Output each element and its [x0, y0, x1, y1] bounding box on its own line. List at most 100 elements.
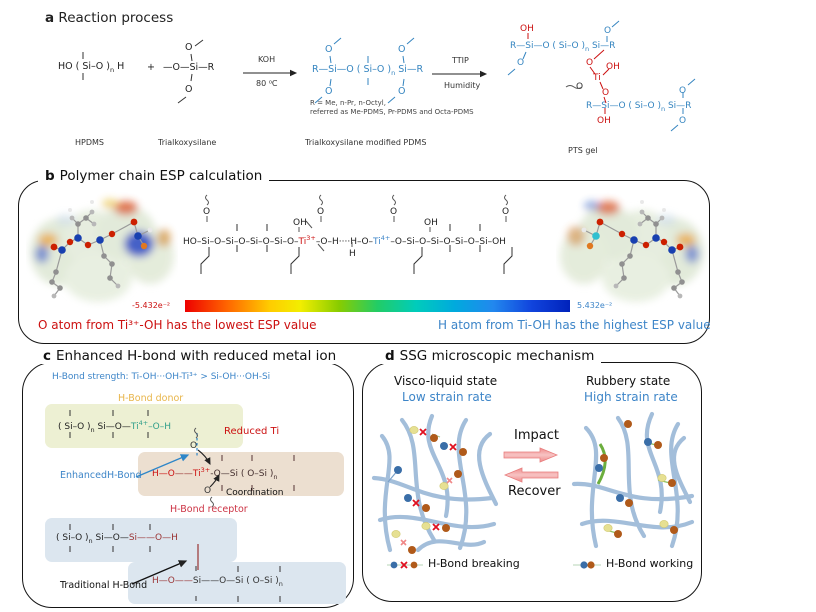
pts-row1-o1: O	[517, 58, 525, 68]
receptor-formula: H—O——Ti3+-O—Si ( O–Si )n	[152, 466, 278, 481]
panel-d-title: d SSG microscopic mechanism	[378, 348, 602, 364]
receptor-o-bottom: O	[204, 486, 212, 496]
chain-oh-left: OH	[293, 218, 307, 228]
hpdms-main: HO ( Si–O )	[58, 61, 110, 72]
pts-center-ti: Ti	[593, 73, 601, 83]
hbond-working-icon	[573, 561, 601, 569]
esp-molecule-left-image	[30, 199, 174, 302]
enhanced-hbond-label: EnhancedH-Bond	[60, 470, 142, 481]
pts-row1-o2: O	[604, 26, 612, 36]
pts-center-o-bot: O	[602, 88, 610, 98]
chain-hbond-dots: ····	[338, 237, 351, 247]
pts-center-oh: OH	[606, 62, 620, 72]
panel-a-title: a Reaction process	[45, 10, 173, 26]
silane-o-top: O	[185, 42, 193, 53]
chain-mid2: H–O–	[350, 237, 374, 247]
esp-color-scale	[185, 300, 570, 312]
silane-o-bottom: O	[185, 84, 193, 95]
mpdms-o-tl: O	[325, 44, 333, 55]
esp-molecule-left	[26, 190, 178, 310]
arrow2-bottom-label: Humidity	[444, 81, 481, 90]
polymer-chain-formula: HO–Si–O–Si–O–Si–O–Si–O–Ti3+–O–H····H–O–T…	[183, 234, 506, 247]
esp-molecule-right-image	[560, 200, 704, 302]
silane-mid: —O—Si—R	[163, 62, 215, 73]
chain-o-above-3: O	[390, 207, 398, 217]
chain-h-below: H	[349, 249, 356, 259]
panel-b-title-text: Polymer chain ESP calculation	[59, 168, 263, 184]
traditional-top-formula: ( Si–O )n Si—O—Si——O—H	[56, 533, 178, 545]
legend-working-label: H-Bond working	[606, 557, 694, 570]
panel-c-title: c Enhanced H-bond with reduced metal ion	[36, 348, 344, 364]
pts-row1-oh: OH	[520, 24, 534, 34]
mpdms-formula: R—Si—O ( Si–O )n Si—R	[312, 64, 423, 77]
chain-ti4: Ti4+	[373, 234, 391, 247]
coordination-label: Coordination	[226, 488, 284, 498]
esp-scale-max: 5.432e⁻²	[577, 301, 613, 310]
panel-a-title-text: Reaction process	[58, 10, 174, 26]
esp-molecule-right	[556, 190, 708, 310]
mpdms-note1: R = Me, n-Pr, n-Octyl,	[310, 99, 386, 107]
esp-caption-blue: H atom from Ti-OH has the highest ESP va…	[438, 318, 711, 332]
hpdms-formula: HO ( Si–O )n H	[58, 61, 124, 74]
chain-o-above-2: O	[317, 207, 325, 217]
mpdms-o-br: O	[398, 86, 406, 97]
mpdms-o-bl: O	[325, 86, 333, 97]
chain-o-above-4: O	[502, 207, 510, 217]
arrow1-top-label: KOH	[258, 55, 276, 64]
reduced-ti-label: Reduced Ti	[224, 426, 280, 437]
low-strain-rate-label: Low strain rate	[402, 390, 492, 404]
pts-center-o-top: O	[586, 58, 594, 68]
panel-b-letter: b	[45, 168, 55, 184]
panel-b-title: b Polymer chain ESP calculation	[38, 168, 270, 184]
chain-mid1: –O–H	[315, 237, 339, 247]
chain-ti3: Ti3+	[298, 234, 316, 247]
impact-label: Impact	[514, 428, 559, 443]
pts-label: PTS gel	[568, 146, 598, 155]
impact-arrow-icon	[503, 447, 559, 463]
recover-label: Recover	[508, 484, 561, 499]
legend-breaking-icon	[386, 558, 424, 572]
hpdms-tail: H	[117, 61, 125, 72]
receptor-ti3: Ti3+	[192, 466, 211, 479]
hbond-strength-text: H-Bond strength: Ti-OH···OH-Ti³⁺ > Si-OH…	[52, 372, 271, 382]
chain-right: –O–Si–O–Si–O–Si–O–Si–OH	[390, 237, 506, 247]
donor-ti4: Ti4+–O–H	[130, 419, 172, 432]
panel-a-letter: a	[45, 10, 55, 26]
hpdms-sub-n: n	[110, 65, 115, 74]
pts-row1-tail: Si—R	[589, 41, 616, 51]
esp-caption-red: O atom from Ti³⁺-OH has the lowest ESP v…	[38, 318, 317, 332]
mpdms-tail: Si—R	[395, 64, 424, 75]
recover-arrow	[502, 466, 560, 484]
pts-row2-o2: O	[679, 116, 687, 126]
chain-left: HO–Si–O–Si–O–Si–O–Si–O–	[183, 237, 299, 247]
pts-row1: R—Si—O ( Si–O )n Si—R	[510, 41, 615, 53]
pts-row1-main: R—Si—O ( Si–O )	[510, 41, 585, 51]
legend-working-icon	[572, 558, 602, 572]
mpdms-main: R—Si—O ( Si–O )	[312, 64, 392, 75]
arrow1-bottom-label: 80 ⁰C	[256, 79, 278, 88]
high-strain-rate-label: High strain rate	[584, 390, 678, 404]
pts-row2: R—Si—O ( Si–O )n Si—R	[586, 101, 691, 113]
panel-c-letter: c	[43, 348, 52, 364]
arrow2-top-label: TTIP	[452, 56, 469, 65]
chain-oh-right: OH	[424, 218, 438, 228]
hbond-receptor-label: H-Bond receptor	[170, 504, 248, 515]
mpdms-label: Trialkoxysilane modified PDMS	[305, 138, 427, 147]
network-right-image	[571, 411, 695, 549]
pts-row2-o1: O	[679, 86, 687, 96]
network-rubbery	[566, 408, 701, 558]
impact-arrow	[502, 446, 560, 464]
pts-row1-sub: n	[584, 44, 590, 53]
hpdms-label: HPDMS	[75, 138, 104, 147]
traditional-hbond-label: Traditional H-Bond	[60, 580, 148, 591]
network-left-image	[371, 413, 499, 554]
traditional-bottom-formula: H—O——Si——O—Si ( O–Si )n	[152, 576, 283, 588]
plus-sign: +	[147, 62, 155, 73]
panel-d-box	[362, 362, 702, 602]
panel-d-letter: d	[385, 348, 395, 364]
hbond-donor-label: H-Bond donor	[118, 393, 184, 404]
pts-row2-main: R—Si—O ( Si–O )	[586, 101, 661, 111]
network-visco-liquid	[368, 408, 503, 558]
silane-label: Trialkoxysilane	[158, 138, 217, 147]
